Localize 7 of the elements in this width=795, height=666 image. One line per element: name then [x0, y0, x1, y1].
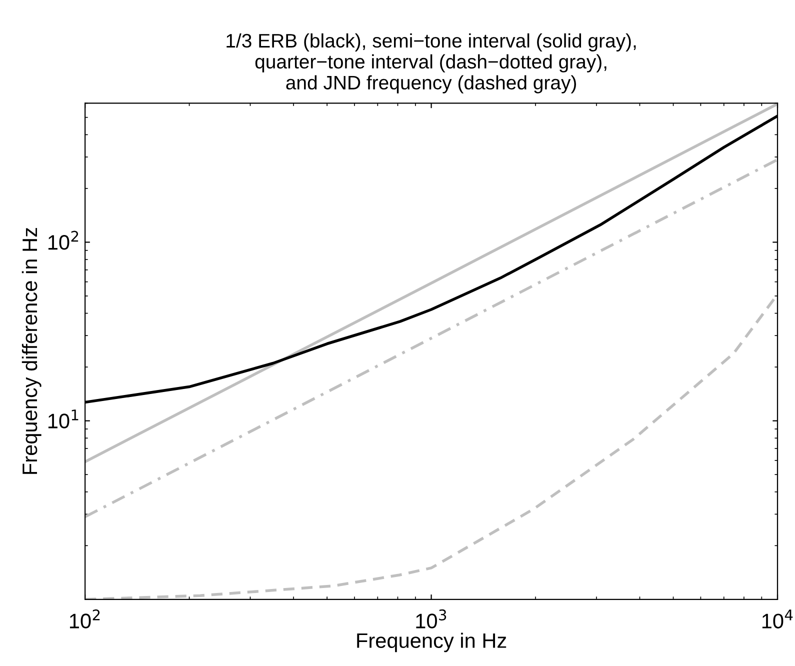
y-axis-title: Frequency difference in Hz [22, 228, 42, 474]
chart-title: 1/3 ERB (black), semi−tone interval (solid gray), quarter−tone interval (dash−dotted gray), and JND frequency (dashed gray) [226, 33, 636, 94]
x-axis-title: Frequency in Hz [357, 632, 506, 652]
y-tick-label: 10$^{1}$ [48, 410, 78, 428]
x-tick-label: 10$^{3}$ [416, 609, 446, 628]
x-tick-label: 10$^{4}$ [762, 610, 793, 628]
x-tick-label: 10$^{2}$ [70, 609, 100, 628]
